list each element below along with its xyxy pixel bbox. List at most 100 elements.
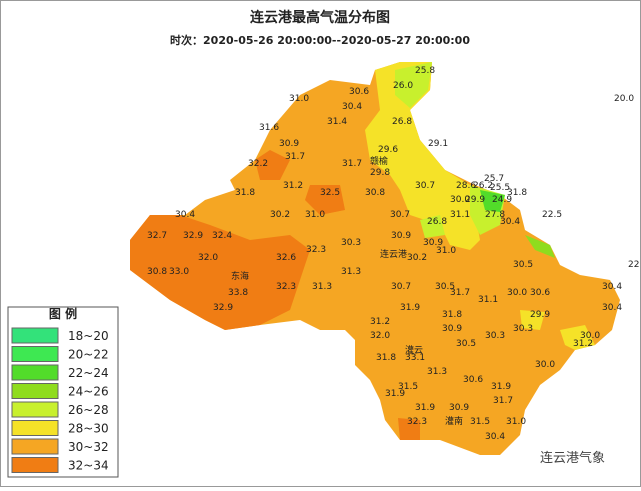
station-value: 30.7: [415, 181, 435, 191]
legend-label: 20~22: [68, 348, 109, 362]
station-value: 31.6: [259, 123, 279, 133]
station-value: 33.1: [405, 353, 425, 363]
station-value: 31.4: [327, 117, 347, 127]
station-value: 29.9: [530, 310, 550, 320]
legend-label: 30~32: [68, 440, 109, 454]
station-value: 24.9: [492, 195, 512, 205]
region-30-32: [130, 62, 620, 455]
legend-label: 24~26: [68, 385, 109, 399]
station-value: 32.2: [248, 159, 268, 169]
station-value: 30.4: [175, 210, 195, 220]
station-value: 30.0: [507, 288, 527, 298]
station-value: 31.2: [283, 181, 303, 191]
station-value: 31.0: [506, 417, 526, 427]
station-value: 30.6: [463, 375, 483, 385]
station-value: 31.3: [341, 267, 361, 277]
station-value: 30.5: [513, 260, 533, 270]
station-value: 32.0: [198, 253, 218, 263]
station-value: 31.9: [385, 389, 405, 399]
station-value: 31.3: [427, 367, 447, 377]
station-value: 32.6: [276, 253, 296, 263]
station-value: 30.7: [390, 210, 410, 220]
region-32-34: [398, 418, 420, 440]
station-value: 27.8: [485, 210, 505, 220]
station-value: 30.3: [513, 324, 533, 334]
station-value: 30.9: [423, 238, 443, 248]
region-32-34: [255, 150, 290, 180]
station-value: 31.1: [450, 210, 470, 220]
station-value: 33.8: [228, 288, 248, 298]
region-22-24: [480, 190, 505, 212]
station-value: 32.3: [276, 282, 296, 292]
region-28-30: [560, 325, 595, 350]
station-value: 32.7: [147, 231, 167, 241]
station-value: 30.9: [391, 231, 411, 241]
station-value: 25.7: [484, 174, 504, 184]
station-value: 30.4: [485, 432, 505, 442]
station-value: 31.2: [370, 317, 390, 327]
station-value: 32.3: [407, 417, 427, 427]
station-value: 30.9: [279, 139, 299, 149]
region-26-28: [395, 62, 432, 108]
station-value: 31.8: [507, 188, 527, 198]
legend-swatch: [11, 457, 59, 473]
legend-swatch: [11, 364, 59, 381]
station-value: 29.1: [428, 139, 448, 149]
station-value: 30.6: [530, 288, 550, 298]
legend-label: 26~28: [68, 403, 109, 417]
region-28-30: [365, 62, 480, 250]
watermark: 连云港气象: [540, 450, 605, 466]
station-value: 25.8: [415, 66, 435, 76]
region-28-30: [520, 310, 545, 330]
place-name: 灌南: [445, 415, 463, 427]
station-value: 28.6: [456, 181, 476, 191]
station-value: 22.5: [542, 210, 562, 220]
station-value: 31.5: [398, 382, 418, 392]
map: [130, 62, 620, 455]
station-value: 31.7: [450, 288, 470, 298]
station-value: 30.9: [449, 403, 469, 413]
station-value: 31.5: [470, 417, 490, 427]
station-value: 31.3: [312, 282, 332, 292]
station-value: 30.2: [407, 253, 427, 263]
legend-title: 图 例: [49, 306, 77, 321]
station-value: 31.9: [415, 403, 435, 413]
station-value: 32.9: [183, 231, 203, 241]
title: 连云港最高气温分布图: [250, 9, 390, 26]
place-name: 连云港: [380, 248, 407, 260]
legend-label: 32~34: [68, 459, 109, 473]
station-value: 30.0: [450, 195, 470, 205]
station-value: 29.8: [370, 168, 390, 178]
station-value: 26.8: [427, 217, 447, 227]
legend-label: 18~20: [68, 329, 109, 343]
station-value: 29.9: [465, 195, 485, 205]
station-value: 30.5: [456, 339, 476, 349]
legend-swatch: [11, 401, 59, 418]
station-value: 26.0: [393, 81, 413, 91]
station-value: 31.7: [285, 152, 305, 162]
station-value: 31.8: [376, 353, 396, 363]
station-value: 30.4: [602, 303, 622, 313]
station-value: 31.9: [400, 303, 420, 313]
station-value: 32.5: [320, 188, 340, 198]
station-labels: 25.826.030.631.030.420.031.4 26.831.630.9…: [147, 66, 639, 442]
region-26-28: [420, 215, 445, 238]
station-value: 30.2: [270, 210, 290, 220]
station-value: 31.0: [305, 210, 325, 220]
legend-swatch: [11, 346, 59, 362]
station-value: 30.9: [442, 324, 462, 334]
station-value: 31.7: [493, 396, 513, 406]
station-value: 30.0: [535, 360, 555, 370]
legend-label: 28~30: [68, 422, 109, 436]
legend-swatch: [11, 438, 59, 455]
legend-swatch: [11, 383, 59, 399]
station-value: 20.0: [614, 94, 634, 104]
subtitle: 时次：2020-05-26 20:00:00--2020-05-27 20:00…: [170, 33, 470, 47]
station-value: 30.0: [580, 331, 600, 341]
station-value: 32.9: [213, 303, 233, 313]
station-value: 22: [628, 260, 639, 270]
station-value: 30.8: [365, 188, 385, 198]
station-value: 30.8: [147, 267, 167, 277]
station-value: 26.8: [392, 117, 412, 127]
